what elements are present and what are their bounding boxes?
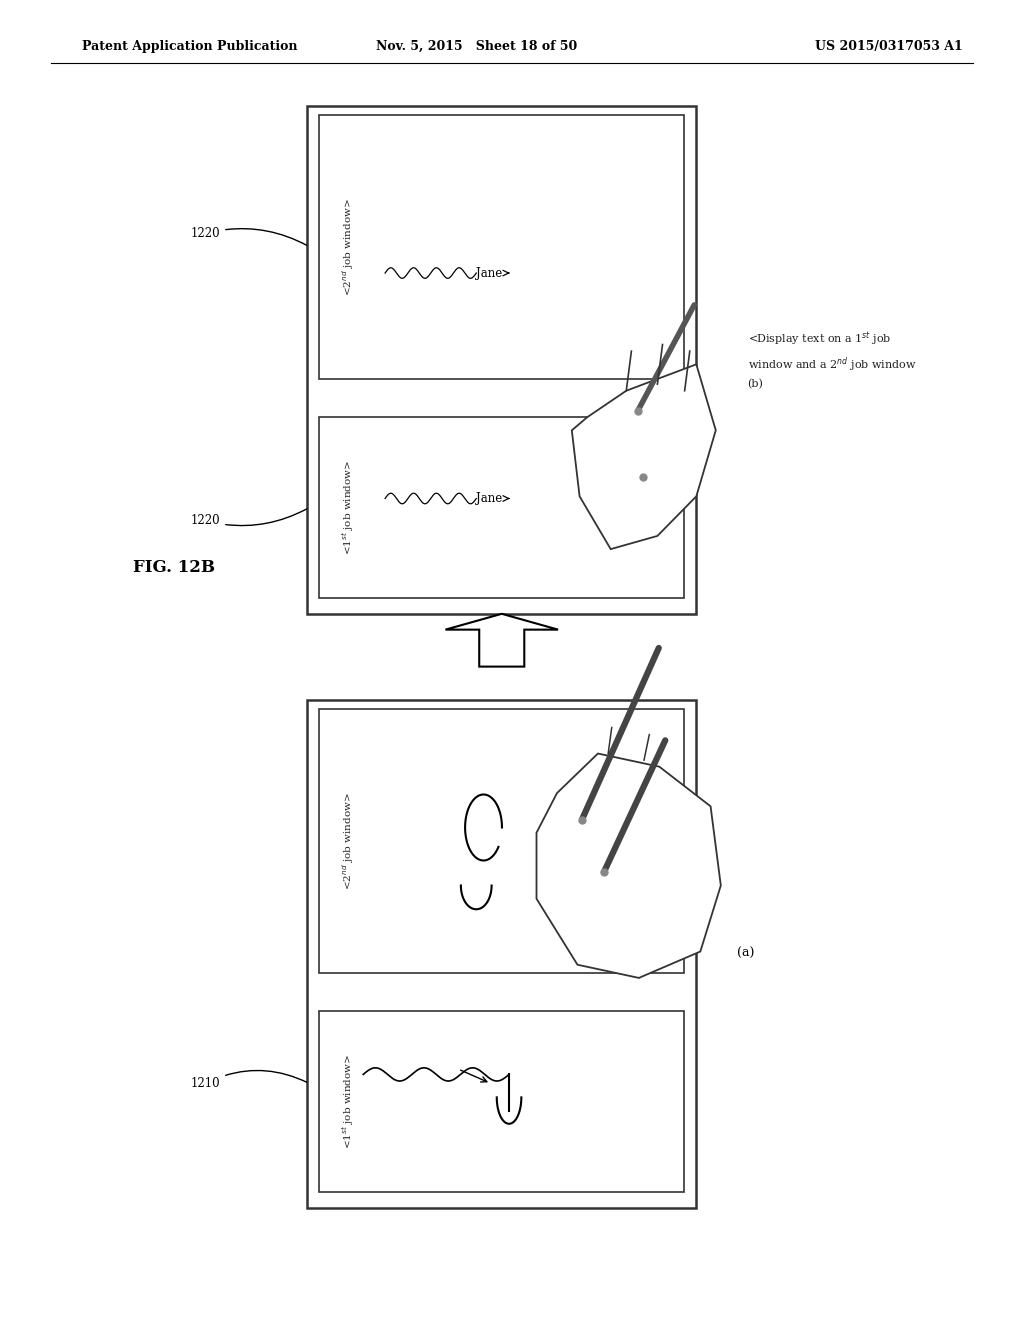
- Text: Nov. 5, 2015   Sheet 18 of 50: Nov. 5, 2015 Sheet 18 of 50: [376, 40, 577, 53]
- Text: <1$^{st}$ job window>: <1$^{st}$ job window>: [340, 1053, 356, 1150]
- Text: <2$^{nd}$ job window>: <2$^{nd}$ job window>: [340, 198, 356, 296]
- Text: Jane: Jane: [476, 492, 509, 506]
- Text: <1$^{st}$ job window>: <1$^{st}$ job window>: [340, 459, 356, 556]
- Bar: [307, 700, 696, 1208]
- Bar: [319, 115, 684, 379]
- Polygon shape: [537, 754, 721, 978]
- Bar: [319, 1011, 684, 1192]
- Text: 1210: 1210: [190, 1071, 307, 1090]
- Polygon shape: [571, 364, 716, 549]
- Polygon shape: [445, 614, 558, 667]
- Text: <2$^{nd}$ job window>: <2$^{nd}$ job window>: [340, 792, 356, 890]
- Text: 1220: 1220: [190, 227, 307, 246]
- Bar: [319, 709, 684, 973]
- Text: Patent Application Publication: Patent Application Publication: [82, 40, 297, 53]
- Text: Jane: Jane: [476, 267, 509, 280]
- Bar: [319, 417, 684, 598]
- Bar: [307, 106, 696, 614]
- Text: <Display text on a 1$^{st}$ job
window and a 2$^{nd}$ job window
(b): <Display text on a 1$^{st}$ job window a…: [748, 330, 916, 389]
- Text: (a): (a): [737, 948, 755, 960]
- Text: US 2015/0317053 A1: US 2015/0317053 A1: [815, 40, 963, 53]
- Text: FIG. 12B: FIG. 12B: [133, 560, 215, 576]
- Text: 1220: 1220: [190, 510, 307, 527]
